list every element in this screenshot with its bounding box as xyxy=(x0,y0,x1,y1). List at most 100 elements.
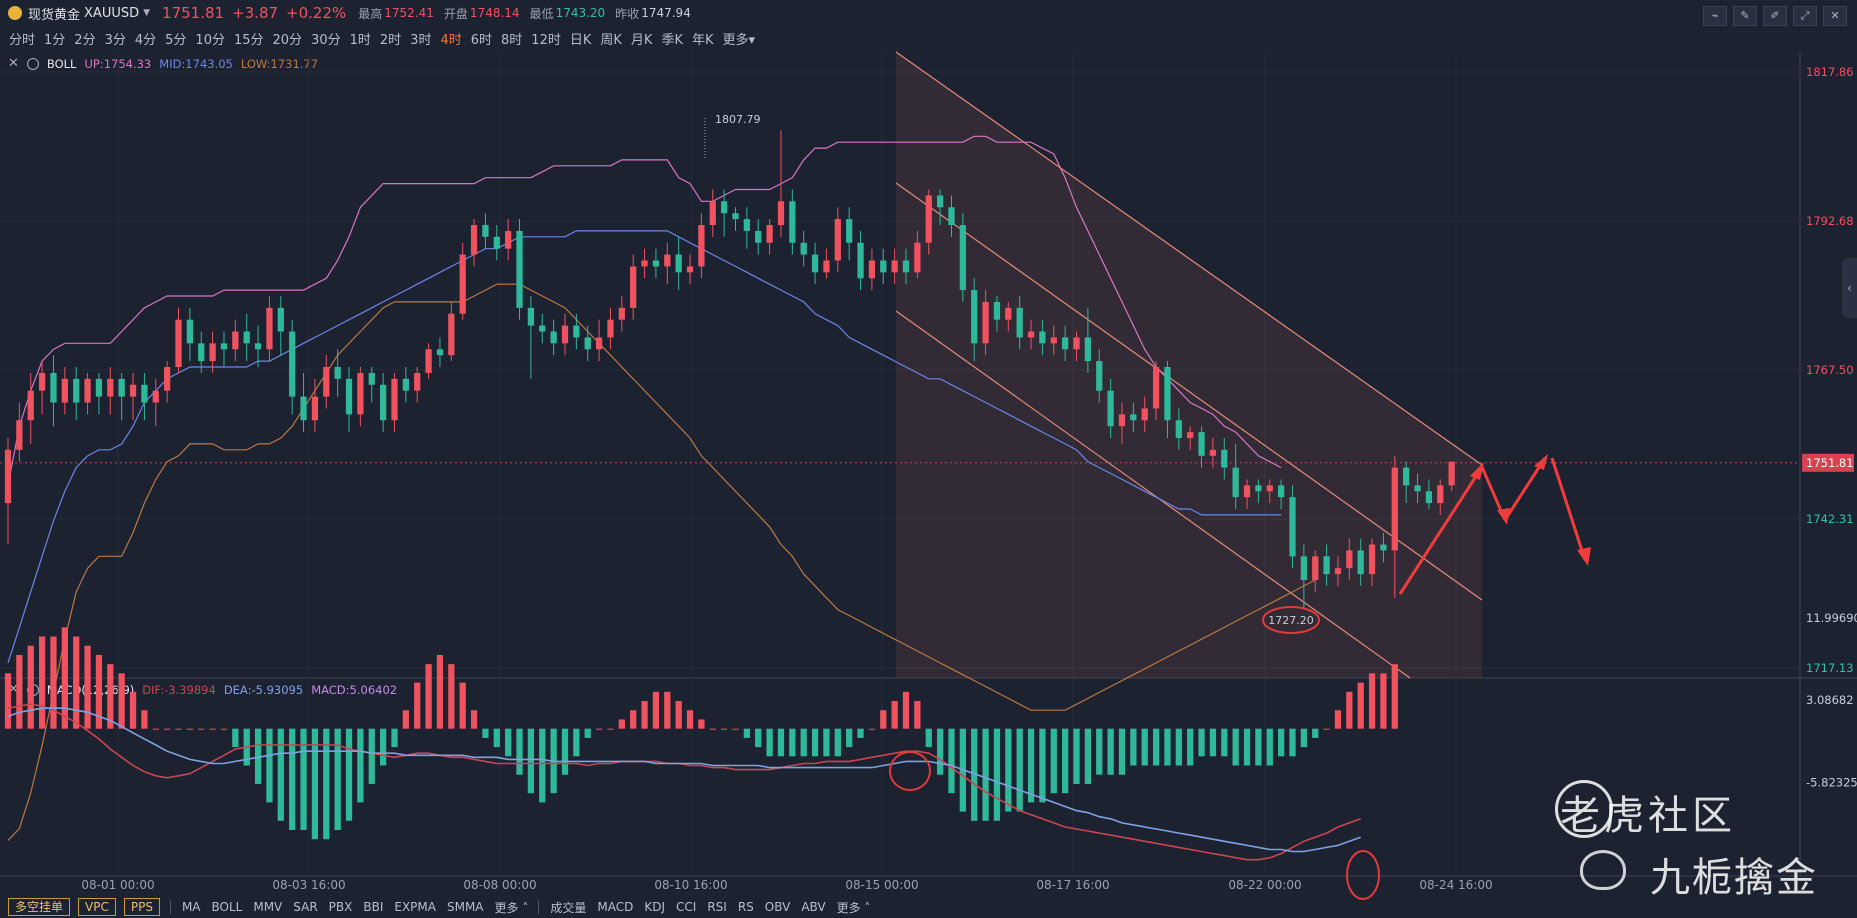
candle xyxy=(516,230,523,308)
watermark-community: 老虎社区 xyxy=(1560,793,1736,839)
sub-indicator-6[interactable]: OBV xyxy=(764,900,791,914)
main-indicator-0[interactable]: MA xyxy=(181,900,201,914)
close-icon[interactable]: ✕ xyxy=(8,682,19,697)
macd-bar xyxy=(959,728,966,812)
macd-bar xyxy=(823,728,830,757)
y-tick-label: 1751.81 xyxy=(1806,456,1854,470)
main-indicator-6[interactable]: EXPMA xyxy=(394,900,436,914)
main-indicator-5[interactable]: BBI xyxy=(363,900,384,914)
instrument-name[interactable]: 现货黄金 xyxy=(28,7,81,23)
sub-indicator-7[interactable]: ABV xyxy=(801,900,826,914)
sub-indicator-0[interactable]: 成交量 xyxy=(550,900,587,915)
open-label: 开盘 xyxy=(443,6,468,21)
toolbar-button-0[interactable]: 多空挂单 xyxy=(8,898,71,916)
period-16[interactable]: 12时 xyxy=(531,32,561,48)
sub-indicator-1[interactable]: MACD xyxy=(597,900,634,914)
period-6[interactable]: 10分 xyxy=(195,32,225,48)
y-tick-label: 1742.31 xyxy=(1806,512,1854,526)
settings-icon[interactable] xyxy=(26,57,39,70)
period-19[interactable]: 月K xyxy=(630,32,653,48)
macd-bar xyxy=(1312,728,1319,738)
candle xyxy=(834,219,841,261)
period-15[interactable]: 8时 xyxy=(501,32,523,48)
period-8[interactable]: 20分 xyxy=(272,32,303,48)
sub-indicator-3[interactable]: CCI xyxy=(676,900,697,914)
period-13[interactable]: 4时 xyxy=(440,32,462,48)
sub-indicator-8[interactable]: 更多 ˄ xyxy=(836,900,871,915)
sub-indicator-2[interactable]: KDJ xyxy=(644,900,666,914)
period-20[interactable]: 季K xyxy=(661,32,683,48)
candle xyxy=(334,367,341,379)
macd-bar xyxy=(186,728,194,730)
low-value: 1743.20 xyxy=(555,6,606,20)
period-22[interactable]: 更多▾ xyxy=(722,32,756,48)
macd-bar xyxy=(527,728,535,794)
period-14[interactable]: 6时 xyxy=(470,32,493,48)
forecast-arrow xyxy=(1503,457,1547,521)
indicator-toolbar: 多空挂单 VPC PPS MA BOLL MMV SAR PBX BBI EXPMA SMMA 更多 … xyxy=(0,896,1857,918)
candle xyxy=(16,420,23,450)
period-18[interactable]: 周K xyxy=(600,32,622,48)
toolbar-button-1[interactable]: VPC xyxy=(78,898,116,916)
macd-bar xyxy=(1357,682,1364,729)
main-indicator-8[interactable]: 更多 ˄ xyxy=(494,900,529,915)
candle xyxy=(1277,485,1285,498)
trough-circle xyxy=(1262,606,1320,634)
macd-bar xyxy=(811,728,819,757)
period-1[interactable]: 1分 xyxy=(44,32,66,48)
chevron-down-icon[interactable]: ▼ xyxy=(143,8,151,18)
candle xyxy=(982,301,989,344)
candle xyxy=(1062,337,1069,350)
period-17[interactable]: 日K xyxy=(569,32,592,48)
draw-tool-icon[interactable]: ✐ xyxy=(1763,6,1787,26)
candle xyxy=(823,260,830,273)
period-12[interactable]: 3时 xyxy=(410,32,432,48)
collapse-panel-icon[interactable]: ‹ xyxy=(1842,258,1857,318)
chart-type-icon[interactable]: ⌁ xyxy=(1703,6,1727,26)
period-11[interactable]: 2时 xyxy=(379,32,402,48)
candle xyxy=(1187,432,1194,439)
period-7[interactable]: 15分 xyxy=(233,32,264,48)
macd-bar xyxy=(220,728,228,730)
boll-up-value: UP:1754.33 xyxy=(84,56,152,71)
macd-bar xyxy=(1255,728,1262,766)
period-10[interactable]: 1时 xyxy=(349,32,371,48)
period-4[interactable]: 4分 xyxy=(134,32,157,48)
candle xyxy=(561,325,569,344)
macd-bar xyxy=(630,710,637,729)
peak-label: 1807.79 xyxy=(715,113,761,126)
close-icon[interactable]: ✕ xyxy=(1823,6,1847,26)
macd-bar xyxy=(880,710,887,729)
period-5[interactable]: 5分 xyxy=(165,32,187,48)
macd-bar xyxy=(482,728,489,738)
sub-indicator-5[interactable]: RS xyxy=(737,900,754,914)
candle xyxy=(1073,337,1080,350)
candle xyxy=(1425,491,1433,504)
settings-icon[interactable] xyxy=(26,683,39,696)
prev-close-value: 1747.94 xyxy=(641,6,691,20)
fullscreen-icon[interactable]: ⤢ xyxy=(1793,6,1817,26)
tiger-logo xyxy=(1555,780,1613,838)
draw-pen-icon[interactable]: ✎ xyxy=(1733,6,1757,26)
candle xyxy=(709,201,716,226)
period-2[interactable]: 2分 xyxy=(74,32,96,48)
main-indicator-2[interactable]: MMV xyxy=(253,900,283,914)
main-indicator-7[interactable]: SMMA xyxy=(446,900,484,914)
sub-indicator-4[interactable]: RSI xyxy=(707,900,727,914)
period-9[interactable]: 30分 xyxy=(311,32,341,48)
close-icon[interactable]: ✕ xyxy=(8,56,19,71)
macd-bar xyxy=(152,728,159,730)
macd-bar xyxy=(1391,664,1398,729)
weibo-logo xyxy=(1580,850,1626,890)
toolbar-button-2[interactable]: PPS xyxy=(123,898,160,916)
macd-bar xyxy=(868,728,876,730)
main-indicator-3[interactable]: SAR xyxy=(293,900,318,914)
candle xyxy=(675,254,682,273)
instrument-symbol[interactable]: XAUUSD xyxy=(84,5,140,21)
period-3[interactable]: 3分 xyxy=(104,32,126,48)
period-0[interactable]: 分时 xyxy=(9,32,36,48)
main-indicator-4[interactable]: PBX xyxy=(328,900,353,914)
main-indicator-1[interactable]: BOLL xyxy=(211,900,243,914)
candle xyxy=(1391,467,1398,551)
period-21[interactable]: 年K xyxy=(691,32,714,48)
